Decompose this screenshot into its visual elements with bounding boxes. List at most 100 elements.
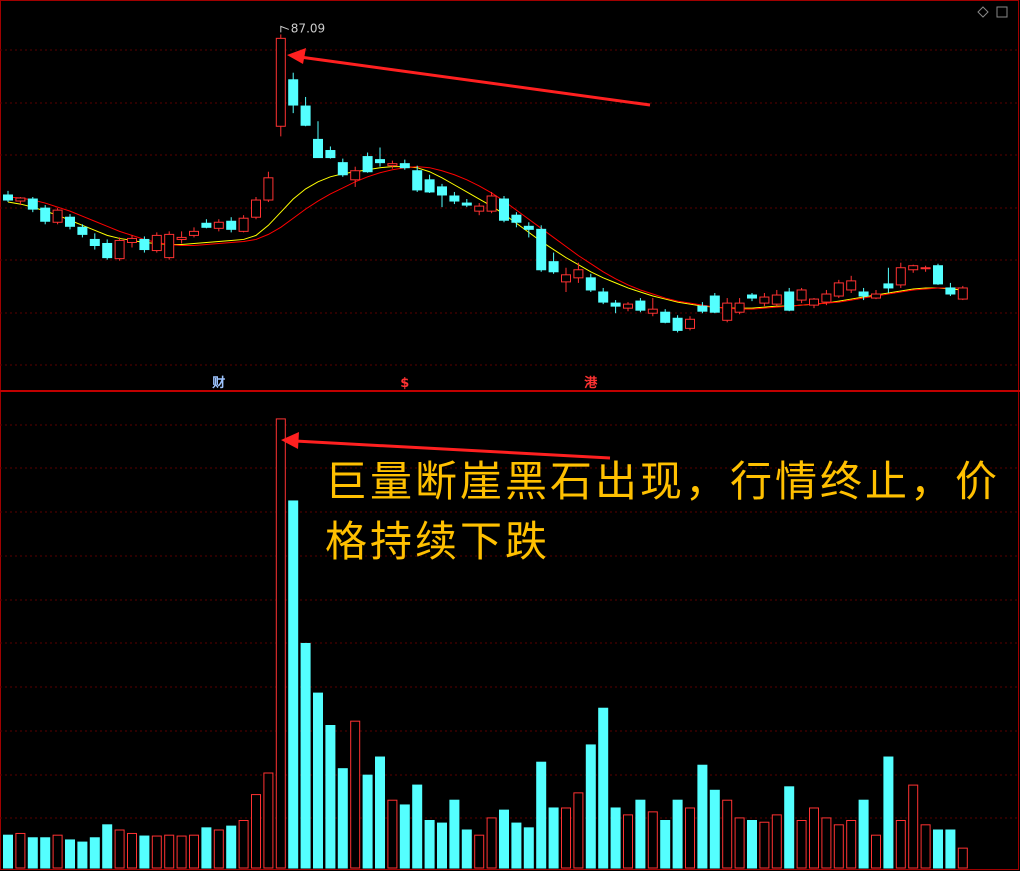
volume-bar bbox=[585, 744, 596, 869]
candle-body bbox=[685, 318, 695, 329]
candle-body bbox=[709, 295, 720, 313]
candle-body bbox=[697, 305, 708, 312]
volume-bar bbox=[895, 820, 906, 869]
volume-bar bbox=[945, 829, 956, 869]
candle-body bbox=[486, 195, 497, 212]
candle-body bbox=[474, 205, 485, 212]
volume-bar bbox=[375, 756, 385, 869]
volume-bar bbox=[300, 642, 311, 869]
candle-body bbox=[858, 291, 869, 297]
candle-body bbox=[337, 162, 348, 176]
volume-bar bbox=[127, 832, 137, 869]
candle-body bbox=[213, 221, 224, 229]
candle-body bbox=[238, 217, 249, 232]
volume-bar bbox=[486, 817, 497, 869]
candle-body bbox=[598, 291, 609, 303]
volume-bar bbox=[846, 820, 857, 869]
volume-bar bbox=[15, 832, 26, 869]
candle-body bbox=[325, 150, 336, 159]
volume-bar bbox=[809, 807, 819, 869]
candle-body bbox=[201, 222, 212, 228]
arrows bbox=[281, 48, 651, 460]
volume-bar bbox=[114, 829, 125, 869]
candle-body bbox=[920, 267, 931, 270]
candle-body bbox=[610, 302, 621, 307]
volume-bar bbox=[821, 817, 832, 869]
high-marker bbox=[280, 25, 289, 33]
volume-bar bbox=[709, 789, 720, 869]
window-icons[interactable] bbox=[977, 6, 1008, 18]
volume-bar bbox=[3, 834, 13, 869]
candle-body bbox=[275, 37, 286, 127]
candle-body bbox=[722, 302, 733, 321]
volume-bar bbox=[685, 807, 695, 869]
annotation: 巨量断崖黑石出现，行情终止，价格持续下跌 bbox=[325, 457, 1001, 566]
candle-body bbox=[585, 277, 596, 291]
volume-bar bbox=[176, 835, 187, 869]
volume-bar bbox=[151, 835, 162, 869]
candle-body bbox=[523, 225, 534, 230]
candle-body bbox=[635, 300, 646, 311]
volume-bar bbox=[933, 829, 943, 869]
candle-body bbox=[449, 195, 460, 202]
candle-body bbox=[176, 236, 187, 240]
candle-body bbox=[350, 170, 361, 181]
candle-body bbox=[548, 261, 559, 273]
volume-bar bbox=[660, 820, 671, 869]
volume-bar bbox=[623, 814, 633, 869]
volume-bar bbox=[102, 824, 113, 869]
volume-bar bbox=[27, 837, 38, 869]
volume-bar bbox=[759, 821, 770, 869]
volume-bar bbox=[957, 847, 968, 869]
event-marker: 财 bbox=[212, 375, 225, 391]
volume-bar bbox=[573, 792, 584, 869]
candle-body bbox=[89, 238, 100, 247]
candle-body bbox=[499, 198, 509, 221]
volume-bar bbox=[77, 841, 88, 869]
candle-body bbox=[362, 156, 373, 173]
candle-body bbox=[461, 202, 472, 206]
candle-body bbox=[623, 303, 633, 309]
candle-body bbox=[40, 207, 51, 222]
candle-body bbox=[27, 198, 38, 210]
volume-bar bbox=[313, 692, 323, 869]
candle-body bbox=[511, 214, 522, 223]
volume-bar bbox=[399, 804, 410, 869]
volume-bar bbox=[833, 824, 844, 869]
volume-bar bbox=[920, 824, 931, 869]
candle-body bbox=[300, 105, 311, 126]
candle-body bbox=[747, 294, 757, 299]
candle-body bbox=[833, 282, 844, 297]
candle-body bbox=[139, 238, 150, 251]
volume-bar bbox=[474, 834, 485, 869]
volume-bar bbox=[387, 799, 398, 869]
high-label: 87.09 bbox=[291, 21, 325, 35]
volume-bar bbox=[424, 820, 435, 869]
volume-bar bbox=[548, 807, 559, 869]
volume-bar bbox=[89, 837, 100, 869]
candle-body bbox=[784, 291, 795, 311]
volume-bar bbox=[52, 834, 63, 869]
volume-bar bbox=[523, 827, 534, 869]
volume-bar bbox=[337, 768, 348, 869]
volume-bar bbox=[325, 725, 336, 869]
candle-body bbox=[412, 170, 423, 191]
volume-bar bbox=[635, 799, 646, 869]
candle-body bbox=[52, 209, 63, 223]
volume-bar bbox=[164, 834, 175, 869]
volume-bar bbox=[189, 834, 199, 869]
volume-bar bbox=[65, 839, 75, 869]
volume-bar bbox=[511, 822, 522, 869]
candle-body bbox=[883, 283, 894, 289]
candle-body bbox=[313, 138, 323, 159]
candle-body bbox=[65, 216, 75, 227]
candle-body bbox=[114, 239, 125, 260]
candle-body bbox=[734, 302, 745, 313]
candle-body bbox=[809, 298, 819, 306]
candle-body bbox=[536, 228, 547, 271]
candle-body bbox=[561, 274, 571, 283]
candle-body bbox=[15, 197, 26, 202]
volume-bar bbox=[275, 418, 286, 869]
